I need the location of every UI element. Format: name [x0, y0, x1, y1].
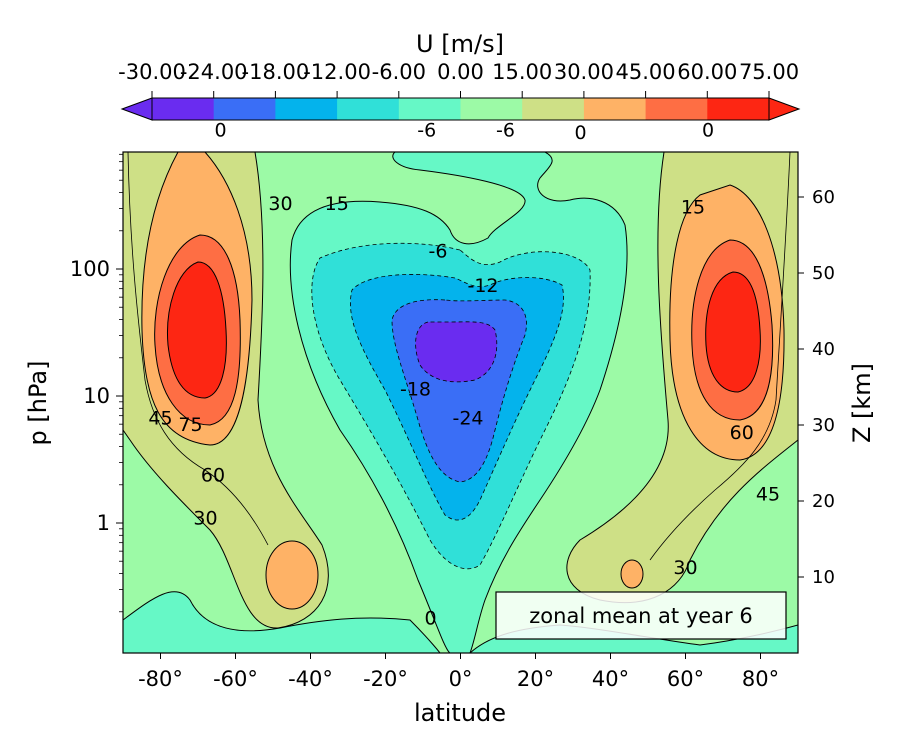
contour-label: -6 — [417, 120, 436, 142]
colorbar-cell — [460, 98, 523, 120]
contour-15-north-inner — [649, 152, 791, 561]
y-right-tick-label: 60 — [812, 187, 835, 208]
colorbar-tick-label: 60.00 — [677, 60, 737, 84]
x-tick-label: 60° — [667, 667, 704, 691]
colorbar-cell — [275, 98, 338, 120]
contour-label: 0 — [702, 120, 714, 142]
contour-label: 0 — [424, 608, 436, 630]
contour-label: -6 — [429, 240, 448, 262]
colorbar-tick-label: 15.00 — [492, 60, 552, 84]
plot-area — [123, 152, 798, 653]
contour-label: 60 — [730, 422, 754, 444]
x-axis: -80° -60° -40° -20° 0° 20° 40° 60° 80° — [138, 653, 779, 691]
colorbar-cell — [337, 98, 400, 120]
contour-label: 15 — [325, 193, 349, 215]
x-tick-label: 20° — [517, 667, 554, 691]
x-tick-label: -60° — [213, 667, 258, 691]
band-minus6-0-surface-south — [123, 591, 441, 653]
band-30-45-midlat — [265, 540, 319, 610]
y-axis-right-label: Z [km] — [848, 363, 876, 443]
y-axis-right: 10 20 30 40 50 60 — [798, 187, 835, 588]
colorbar-tick-label: 0.00 — [437, 60, 484, 84]
colorbar-tick-label: 45.00 — [616, 60, 676, 84]
annotation-text: zonal mean at year 6 — [529, 604, 752, 628]
contour-label: 30 — [673, 557, 697, 579]
colorbar-cell — [522, 98, 585, 120]
band-60-75-north — [705, 271, 761, 393]
colorbar-tick-label: 75.00 — [739, 60, 799, 84]
x-tick-label: -20° — [363, 667, 408, 691]
colorbar-cell — [152, 98, 215, 120]
colorbar-tick-label: -18.00 — [242, 60, 310, 84]
x-tick-label: -80° — [138, 667, 183, 691]
y-right-tick-label: 30 — [812, 415, 835, 436]
contour-label: 45 — [756, 484, 780, 506]
contour-label: 15 — [681, 197, 705, 219]
colorbar-ticks: -30.00-24.00-18.00-12.00 -6.00 0.00 15.00 30… — [118, 60, 799, 98]
contour-label: 30 — [268, 193, 292, 215]
colorbar: U [m/s] -30.00-24.00-18.00-12.00 -6.00 0.0… — [118, 30, 801, 121]
colorbar-cell — [398, 98, 461, 120]
y-tick-label: 1 — [97, 511, 110, 535]
contour-label: 0 — [214, 120, 226, 142]
contour-label: 0 — [574, 122, 586, 144]
y-axis-label: p [hPa] — [24, 361, 52, 446]
y-right-tick-label: 20 — [812, 491, 835, 512]
colorbar-tick-label: -6.00 — [372, 60, 426, 84]
colorbar-cell — [645, 98, 708, 120]
colorbar-cell — [707, 98, 770, 120]
y-tick-label: 100 — [70, 257, 110, 281]
contour-15-south-inner — [127, 152, 269, 546]
colorbar-cells — [120, 97, 801, 121]
colorbar-label: U [m/s] — [416, 30, 504, 58]
band-minus30-minus24 — [415, 321, 498, 383]
x-tick-label: 0° — [449, 667, 473, 691]
x-tick-label: -40° — [288, 667, 333, 691]
colorbar-extend-low — [120, 97, 153, 121]
colorbar-tick-label: -12.00 — [303, 60, 371, 84]
contour-label: -18 — [400, 378, 431, 400]
contour-label: 45 — [148, 407, 172, 429]
colorbar-tick-label: 30.00 — [554, 60, 614, 84]
colorbar-tick-label: -30.00 — [118, 60, 186, 84]
contour-label: -12 — [467, 275, 498, 297]
contour-labels: 0 30 60 75 45 -24 -18 -12 -6 30 15 30 45 60 15 0 -6 -6 0 0 — [148, 120, 780, 630]
y-right-tick-label: 10 — [812, 567, 835, 588]
y-tick-label: 10 — [83, 384, 110, 408]
band-30-45-patch — [620, 559, 644, 589]
contour-label: -6 — [496, 120, 515, 142]
colorbar-extend-high — [768, 97, 801, 121]
contour-label: 60 — [201, 465, 225, 487]
x-axis-label: latitude — [414, 699, 506, 727]
y-axis-left: 1 10 100 — [70, 153, 123, 613]
y-right-tick-label: 50 — [812, 263, 835, 284]
contour-label: -24 — [452, 407, 483, 429]
band-60-75-south — [167, 261, 227, 399]
contour-label: 30 — [193, 508, 217, 530]
contour-label: 75 — [178, 414, 202, 436]
x-tick-label: 80° — [742, 667, 779, 691]
colorbar-cell — [583, 98, 647, 120]
annotation-box: zonal mean at year 6 — [495, 591, 787, 640]
colorbar-cell — [213, 98, 276, 120]
x-tick-label: 40° — [592, 667, 629, 691]
colorbar-tick-label: -24.00 — [180, 60, 248, 84]
y-right-tick-label: 40 — [812, 339, 835, 360]
